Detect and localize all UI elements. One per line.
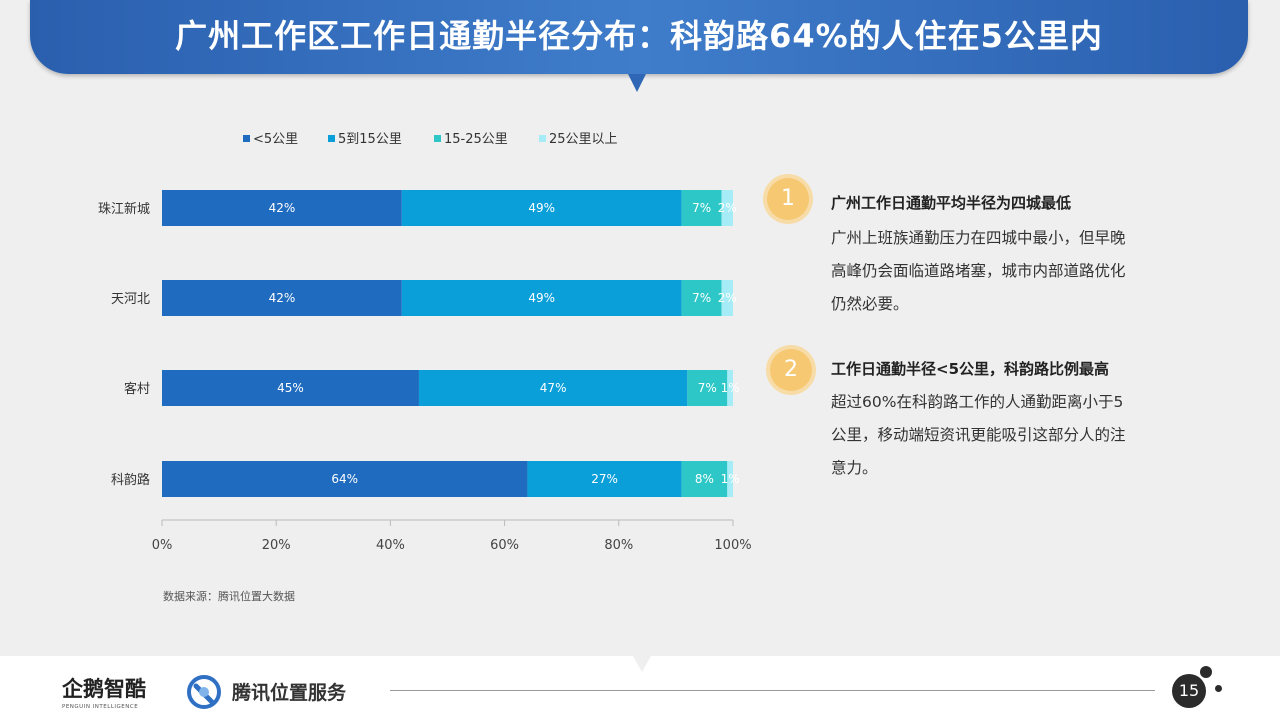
- bar-segment: [681, 190, 722, 226]
- penguin-intelligence-logo: 企鹅智酷: [62, 677, 146, 701]
- tencent-location-logo-icon: [187, 675, 221, 709]
- bar-segment: [527, 461, 682, 497]
- bar-segment: [687, 370, 728, 406]
- point-2-line: 超过60%在科韵路工作的人通勤距离小于5: [831, 393, 1124, 411]
- data-label: 8%: [695, 472, 714, 486]
- x-tick-label: 20%: [262, 538, 291, 553]
- category-label: 珠江新城: [98, 201, 150, 217]
- data-label: 1%: [721, 472, 740, 486]
- data-label: 7%: [692, 201, 711, 215]
- data-label: 64%: [331, 472, 358, 486]
- point-2-line: 公里，移动端短资讯更能吸引这部分人的注: [831, 426, 1126, 444]
- point-2-body: 超过60%在科韵路工作的人通勤距离小于5 公里，移动端短资讯更能吸引这部分人的注…: [831, 386, 1201, 485]
- data-label: 49%: [528, 201, 555, 215]
- x-tick-label: 100%: [714, 538, 751, 553]
- legend-swatch: [328, 135, 335, 142]
- bar-segment: [401, 280, 682, 316]
- x-tick-label: 60%: [490, 538, 519, 553]
- bar-segment: [727, 370, 733, 406]
- point-2-title: 工作日通勤半径<5公里，科韵路比例最高: [831, 360, 1110, 378]
- legend-swatch: [243, 135, 250, 142]
- point-1-body: 广州上班族通勤压力在四城中最小，但早晚 高峰仍会面临道路堵塞，城市内部道路优化 …: [831, 222, 1201, 321]
- bar-segment: [721, 190, 733, 226]
- legend-label: 5到15公里: [338, 132, 402, 147]
- data-label: 2%: [718, 291, 737, 305]
- point-1-number-icon: 1: [767, 178, 809, 220]
- decor-dot: [1200, 666, 1212, 678]
- x-tick-label: 0%: [152, 538, 173, 553]
- bar-segment: [162, 370, 419, 406]
- bars: 42% 49% 7% 2% 42% 49% 7% 2% 45% 47% 7% 1% 64% 27% 8% 1%: [162, 190, 740, 497]
- legend-swatch: [539, 135, 546, 142]
- footer-divider: [390, 690, 1155, 691]
- bar-segment: [162, 190, 402, 226]
- data-label: 47%: [540, 381, 567, 395]
- point-1-title: 广州工作日通勤平均半径为四城最低: [831, 194, 1072, 212]
- category-label: 客村: [124, 381, 150, 397]
- tencent-location-logo-text: 腾讯位置服务: [232, 682, 347, 704]
- data-label: 7%: [692, 291, 711, 305]
- data-label: 27%: [591, 472, 618, 486]
- decor-dot: [1215, 685, 1222, 692]
- point-2-line: 意力。: [831, 459, 878, 477]
- data-source: 数据来源：腾讯位置大数据: [163, 590, 295, 603]
- category-label: 科韵路: [111, 472, 150, 488]
- banner-pointer: [628, 74, 646, 92]
- bar-segment: [418, 370, 688, 406]
- x-tick-label: 40%: [376, 538, 405, 553]
- point-2-number-icon: 2: [770, 349, 812, 391]
- bar-segment: [681, 280, 722, 316]
- x-axis-ticks: 0% 20% 40% 60% 80% 100%: [152, 520, 752, 553]
- legend-label: <5公里: [253, 132, 298, 147]
- data-label: 2%: [718, 201, 737, 215]
- data-label: 1%: [721, 381, 740, 395]
- bar-segment: [401, 190, 682, 226]
- page-title: 广州工作区工作日通勤半径分布：科韵路64%的人住在5公里内: [175, 17, 1103, 55]
- point-1-line: 广州上班族通勤压力在四城中最小，但早晚: [831, 229, 1126, 247]
- bar-segment: [681, 461, 728, 497]
- legend-swatch: [434, 135, 441, 142]
- data-label: 7%: [698, 381, 717, 395]
- legend-label: 15-25公里: [444, 132, 508, 147]
- page-number: 15: [1172, 674, 1206, 708]
- bar-segment: [162, 461, 528, 497]
- bar-segment: [727, 461, 733, 497]
- bar-segment: [162, 280, 402, 316]
- data-label: 45%: [277, 381, 304, 395]
- point-1-line: 仍然必要。: [831, 295, 909, 313]
- penguin-intelligence-logo-subtitle: PENGUIN INTELLIGENCE: [62, 704, 139, 710]
- footer-notch: [633, 656, 651, 672]
- title-banner: 广州工作区工作日通勤半径分布：科韵路64%的人住在5公里内: [30, 0, 1248, 74]
- data-label: 42%: [269, 201, 296, 215]
- category-label: 天河北: [111, 292, 150, 307]
- chart-legend: <5公里 5到15公里 15-25公里 25公里以上: [243, 132, 618, 147]
- legend-label: 25公里以上: [549, 132, 618, 147]
- data-label: 49%: [528, 291, 555, 305]
- data-label: 42%: [269, 291, 296, 305]
- x-tick-label: 80%: [604, 538, 633, 553]
- bar-segment: [721, 280, 733, 316]
- point-1-line: 高峰仍会面临道路堵塞，城市内部道路优化: [831, 262, 1126, 280]
